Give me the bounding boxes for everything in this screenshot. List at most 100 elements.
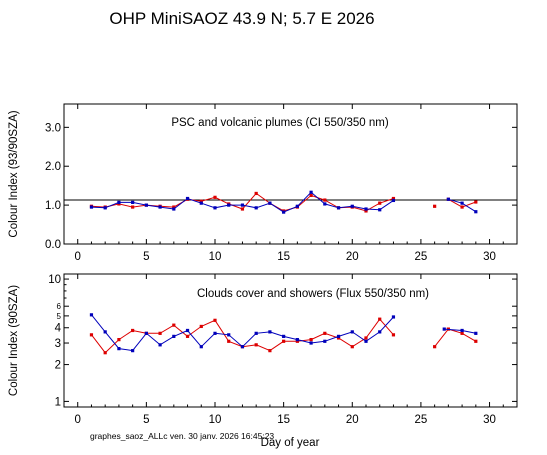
x-tick-label: 5 <box>143 251 149 263</box>
data-point-red <box>172 205 176 209</box>
x-tick-label: 20 <box>346 251 359 263</box>
data-point-blue <box>323 339 327 343</box>
data-point-blue <box>474 331 478 335</box>
x-tick-label: 30 <box>483 414 496 426</box>
y-tick-label: 2 <box>55 360 61 372</box>
data-point-red <box>268 349 272 353</box>
data-point-blue <box>446 197 450 201</box>
data-point-blue <box>378 330 382 334</box>
data-point-red <box>460 331 464 335</box>
data-point-red <box>378 317 382 321</box>
y-tick-label: 4 <box>55 323 62 335</box>
data-point-red <box>323 331 327 335</box>
footer-stamp: graphes_saoz_ALLc ven. 30 janv. 2026 16:… <box>90 431 274 441</box>
data-point-blue <box>117 200 121 204</box>
data-point-red <box>185 334 190 338</box>
data-point-red <box>433 345 437 349</box>
y-axis-label: Colour Index (93/90SZA) <box>8 110 20 237</box>
data-point-blue <box>240 345 245 349</box>
data-point-blue <box>117 347 121 351</box>
data-point-blue <box>254 206 258 210</box>
data-point-blue <box>442 327 446 331</box>
data-point-blue <box>103 206 107 210</box>
plot-frame <box>63 273 518 408</box>
y-tick-label: 1 <box>55 396 61 408</box>
data-point-blue <box>172 207 176 211</box>
data-point-blue <box>144 331 148 335</box>
x-tick-label: 5 <box>143 414 149 426</box>
data-point-blue <box>350 330 354 334</box>
data-point-red <box>117 338 121 342</box>
data-point-blue <box>199 345 203 349</box>
data-point-blue <box>295 338 299 342</box>
data-point-red <box>89 333 94 337</box>
data-point-blue <box>268 201 272 205</box>
x-tick-label: 25 <box>415 414 428 426</box>
data-point-blue <box>103 330 107 334</box>
data-point-red <box>131 205 135 209</box>
data-point-red <box>309 338 313 342</box>
data-point-blue <box>158 205 162 209</box>
data-point-blue <box>213 331 217 335</box>
panel-annotation: Clouds cover and showers (Flux 550/350 n… <box>197 288 429 300</box>
data-point-red <box>158 331 162 335</box>
data-point-red <box>364 336 368 340</box>
data-point-red <box>460 205 464 209</box>
y-tick-label: 3 <box>55 338 61 350</box>
data-point-blue <box>323 202 327 206</box>
y-tick-label: 0.0 <box>45 239 61 251</box>
data-point-blue <box>378 208 382 212</box>
data-point-blue <box>185 196 190 201</box>
panel-annotation: PSC and volcanic plumes (CI 550/350 nm) <box>171 117 388 129</box>
data-point-red <box>199 324 203 329</box>
data-point-blue <box>364 339 368 343</box>
series-line-red <box>434 328 477 348</box>
x-tick-label: 10 <box>209 414 222 426</box>
data-point-blue <box>185 328 190 333</box>
x-tick-label: 15 <box>277 251 290 263</box>
data-point-red <box>433 204 437 208</box>
data-point-blue <box>240 203 245 207</box>
x-tick-label: 10 <box>209 251 222 263</box>
data-point-red <box>240 207 245 211</box>
data-point-red <box>391 333 396 337</box>
data-point-red <box>474 200 478 204</box>
data-point-blue <box>336 334 341 338</box>
data-point-blue <box>391 315 396 319</box>
data-point-red <box>323 198 327 202</box>
y-tick-label: 1.0 <box>45 200 61 212</box>
data-point-blue <box>474 210 478 214</box>
data-point-blue <box>89 313 94 317</box>
data-point-blue <box>295 204 299 208</box>
data-point-blue <box>364 207 368 211</box>
data-point-red <box>254 191 258 196</box>
data-point-blue <box>282 334 286 338</box>
x-tick-label: 0 <box>75 414 81 426</box>
y-tick-label: 10 <box>48 274 61 286</box>
data-point-red <box>378 201 382 205</box>
x-tick-label: 30 <box>483 251 496 263</box>
y-axis-label: Colour Index (90SZA) <box>8 285 20 396</box>
data-point-red <box>254 343 258 347</box>
data-point-red <box>350 345 354 349</box>
x-tick-label: 25 <box>415 251 428 263</box>
data-point-blue <box>282 210 286 214</box>
data-point-red <box>474 339 478 343</box>
data-point-blue <box>309 341 313 345</box>
y-tick-label: 2.0 <box>45 161 61 173</box>
data-point-blue <box>391 198 396 203</box>
psc-panel: PSC and volcanic plumes (CI 550/350 nm) C… <box>8 103 518 263</box>
data-point-blue <box>268 330 272 334</box>
data-point-blue <box>172 334 176 338</box>
data-point-blue <box>131 349 135 353</box>
y-tick-label: 6 <box>57 302 62 311</box>
data-point-red <box>364 209 368 213</box>
data-point-blue <box>144 203 148 207</box>
plot-frame <box>63 103 518 245</box>
data-point-blue <box>213 206 217 210</box>
y-tick-label: 5 <box>57 312 62 321</box>
data-point-red <box>103 351 107 355</box>
data-point-blue <box>131 200 135 204</box>
data-point-red <box>172 323 176 327</box>
